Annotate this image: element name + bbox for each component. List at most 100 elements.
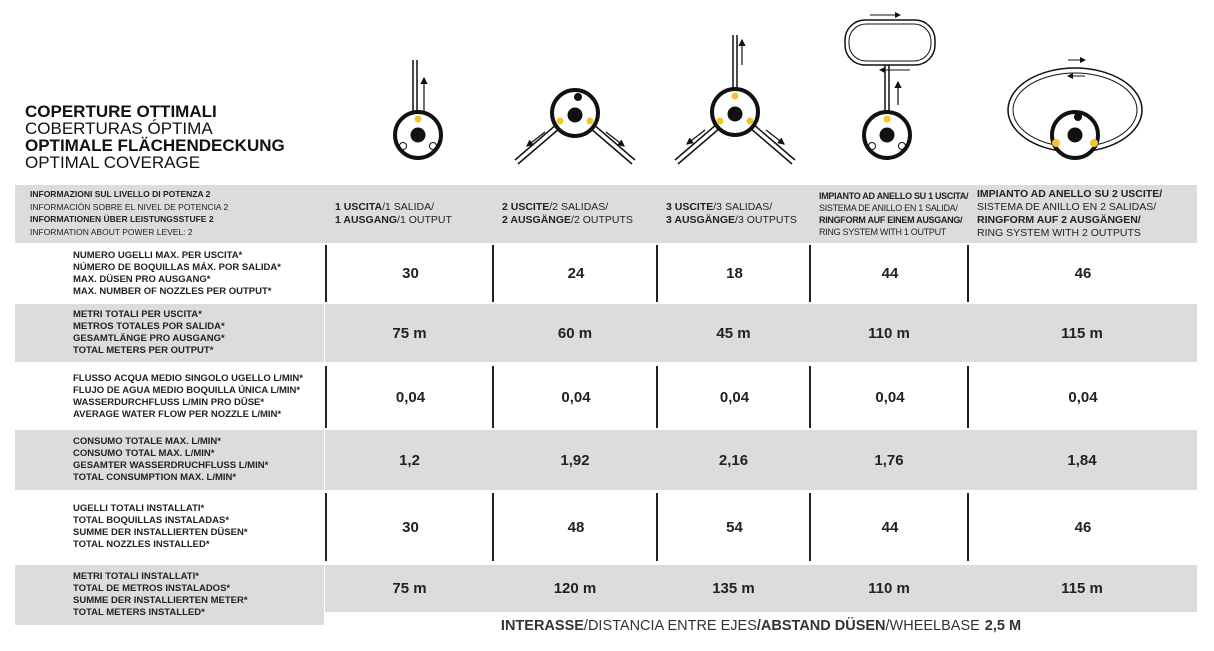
column-header-line: IMPIANTO AD ANELLO SU 1 USCITA/	[819, 190, 974, 202]
column-header-line: 1 USCITA/1 SALIDA/	[335, 201, 499, 214]
column-header-line: 3 AUSGÄNGE/3 OUTPUTS	[666, 214, 816, 227]
row-label-line: NÚMERO DE BOQUILLAS MÁX. POR SALIDA*	[73, 261, 281, 273]
row-label-line: MAX. DÜSEN PRO AUSGANG*	[73, 273, 211, 285]
column-header-line: RINGFORM AUF EINEM AUSGANG/	[819, 214, 974, 226]
column-header: 1 USCITA/1 SALIDA/1 AUSGANG/1 OUTPUT	[335, 185, 499, 243]
header-band	[15, 185, 1197, 243]
table-cell: 110 m	[809, 304, 969, 362]
icon-1-output	[393, 60, 443, 160]
row-label: NUMERO UGELLI MAX. PER USCITA* NÚMERO DE …	[15, 245, 324, 302]
table-cell: 45 m	[656, 304, 811, 362]
row-label-line: TOTAL METERS PER OUTPUT*	[73, 345, 214, 356]
table-cell: 110 m	[809, 565, 969, 612]
table-cell: 1,84	[967, 430, 1197, 490]
row-label-line: GESAMTER WASSERDRUCHFLUSS L/MIN*	[73, 460, 269, 471]
icon-ring-1-output	[844, 12, 936, 160]
table-cell: 135 m	[656, 565, 811, 612]
table-cell: 120 m	[492, 565, 658, 612]
title-line: OPTIMALE FLÄCHENDECKUNG	[25, 136, 285, 155]
power-level-line: INFORMACIÓN SOBRE EL NIVEL DE POTENCIA 2	[30, 201, 229, 212]
icon-2-outputs	[514, 88, 636, 165]
footer: INTERASSE/DISTANCIA ENTRE EJES/ABSTAND D…	[325, 618, 1197, 634]
icon-3-outputs	[674, 35, 796, 165]
table-cell: 30	[325, 245, 494, 302]
title-line: COBERTURAS ÓPTIMA	[25, 119, 213, 138]
row-label-line: TOTAL DE METROS INSTALADOS*	[73, 583, 231, 594]
table-cell: 1,92	[492, 430, 658, 490]
footer-segment: /DISTANCIA ENTRE EJES	[583, 618, 757, 634]
table-cell: 54	[656, 493, 811, 561]
power-level-line: INFORMATIONEN ÜBER LEISTUNGSSTUFE 2	[30, 214, 214, 224]
table-cell: 115 m	[967, 565, 1197, 612]
row-label-line: NUMERO UGELLI MAX. PER USCITA*	[73, 249, 243, 261]
header-segment: /1 SALIDA/	[382, 201, 435, 213]
row-label: UGELLI TOTALI INSTALLATI* TOTAL BOQUILLAS…	[15, 493, 324, 561]
header-segment: /3 SALIDAS/	[713, 201, 773, 213]
column-header-line: IMPIANTO AD ANELLO SU 2 USCITE/	[977, 188, 1205, 201]
table-cell: 0,04	[325, 366, 494, 428]
header-segment: /1 OUTPUT	[397, 214, 452, 226]
table-cell: 75 m	[325, 304, 494, 362]
header-segment: SISTEMA DE ANILLO EN 1 SALIDA/	[819, 203, 958, 213]
title-line: COPERTURE OTTIMALI	[25, 102, 217, 121]
header-segment: 1 USCITA	[335, 201, 383, 213]
table-cell: 18	[656, 245, 811, 302]
table-cell: 1,2	[325, 430, 494, 490]
header-segment: RING SYSTEM WITH 2 OUTPUTS	[977, 227, 1141, 239]
icons	[393, 12, 1143, 165]
row-label-line: TOTAL NOZZLES INSTALLED*	[73, 539, 210, 550]
row-label: METRI TOTALI INSTALLATI* TOTAL DE METROS …	[15, 565, 324, 625]
row-label-line: CONSUMO TOTAL MAX. L/MIN*	[73, 448, 215, 459]
power-level-line: INFORMAZIONI SUL LIVELLO DI POTENZA 2	[30, 189, 211, 199]
header-segment: /2 OUTPUTS	[571, 214, 633, 226]
row-label-line: TOTAL BOQUILLAS INSTALADAS*	[73, 515, 230, 526]
table-cell: 46	[967, 493, 1197, 561]
table-cell: 0,04	[967, 366, 1197, 428]
row-label-line: GESAMTLÄNGE PRO AUSGANG*	[73, 333, 225, 344]
row-label-line: WASSERDURCHFLUSS L/MIN PRO DÜSE*	[73, 397, 265, 408]
footer-segment: 2,5 M	[984, 618, 1022, 634]
table-cell: 115 m	[967, 304, 1197, 362]
row-label-line: METRI TOTALI PER USCITA*	[73, 309, 202, 320]
table-cell: 75 m	[325, 565, 494, 612]
table-cell: 30	[325, 493, 494, 561]
title: COPERTURE OTTIMALI COBERTURAS ÓPTIMA OPTIM…	[25, 103, 285, 171]
column-header-line: 1 AUSGANG/1 OUTPUT	[335, 214, 499, 227]
footer-segment: /ABSTAND DÜSEN	[756, 618, 886, 634]
column-header-line: RINGFORM AUF 2 AUSGÄNGEN/	[977, 214, 1205, 227]
column-header-line: 3 USCITE/3 SALIDAS/	[666, 201, 816, 214]
row-label-line: CONSUMO TOTALE MAX. L/MIN*	[73, 436, 221, 447]
header-segment: /2 SALIDAS/	[549, 201, 609, 213]
column-header: 2 USCITE/2 SALIDAS/2 AUSGÄNGE/2 OUTPUTS	[502, 185, 663, 243]
row-label-line: UGELLI TOTALI INSTALLATI*	[73, 503, 205, 514]
table-cell: 1,76	[809, 430, 969, 490]
row-label-line: FLUSSO ACQUA MEDIO SINGOLO UGELLO L/MIN*	[73, 373, 303, 384]
table-cell: 60 m	[492, 304, 658, 362]
column-header-line: RING SYSTEM WITH 2 OUTPUTS	[977, 227, 1205, 240]
row-label-line: FLUJO DE AGUA MEDIO BOQUILLA ÚNICA L/MIN…	[73, 385, 301, 396]
column-header: IMPIANTO AD ANELLO SU 2 USCITE/SISTEMA D…	[977, 185, 1205, 243]
header-segment: RING SYSTEM WITH 1 OUTPUT	[819, 227, 947, 237]
footer-segment: INTERASSE	[500, 618, 584, 634]
row-label-line: METROS TOTALES POR SALIDA*	[73, 321, 225, 332]
title-line: OPTIMAL COVERAGE	[25, 153, 201, 172]
row-label: METRI TOTALI PER USCITA* METROS TOTALES P…	[15, 304, 324, 362]
header-segment: IMPIANTO AD ANELLO SU 1 USCITA/	[819, 191, 969, 201]
header-segment: RINGFORM AUF EINEM AUSGANG/	[819, 215, 963, 225]
header-segment: 3 USCITE	[666, 201, 714, 213]
header-segment: 1 AUSGANG	[335, 214, 398, 226]
row-label-line: MAX. NUMBER OF NOZZLES PER OUTPUT*	[73, 285, 272, 297]
icon-ring-2-outputs	[1007, 57, 1143, 160]
header-segment: 2 AUSGÄNGE	[502, 214, 572, 226]
table-cell: 44	[809, 245, 969, 302]
column-header: 3 USCITE/3 SALIDAS/3 AUSGÄNGE/3 OUTPUTS	[666, 185, 816, 243]
column-header-line: RING SYSTEM WITH 1 OUTPUT	[819, 226, 974, 238]
footer-segment: /WHEELBASE	[885, 618, 980, 634]
row-label-line: SUMME DER INSTALLIERTEN METER*	[73, 595, 248, 606]
table-cell: 46	[967, 245, 1197, 302]
row-label-line: AVERAGE WATER FLOW PER NOZZLE L/MIN*	[73, 409, 282, 420]
table-cell: 0,04	[809, 366, 969, 428]
power-level: INFORMAZIONI SUL LIVELLO DI POTENZA 2 INF…	[30, 188, 228, 238]
table-cell: 48	[492, 493, 658, 561]
